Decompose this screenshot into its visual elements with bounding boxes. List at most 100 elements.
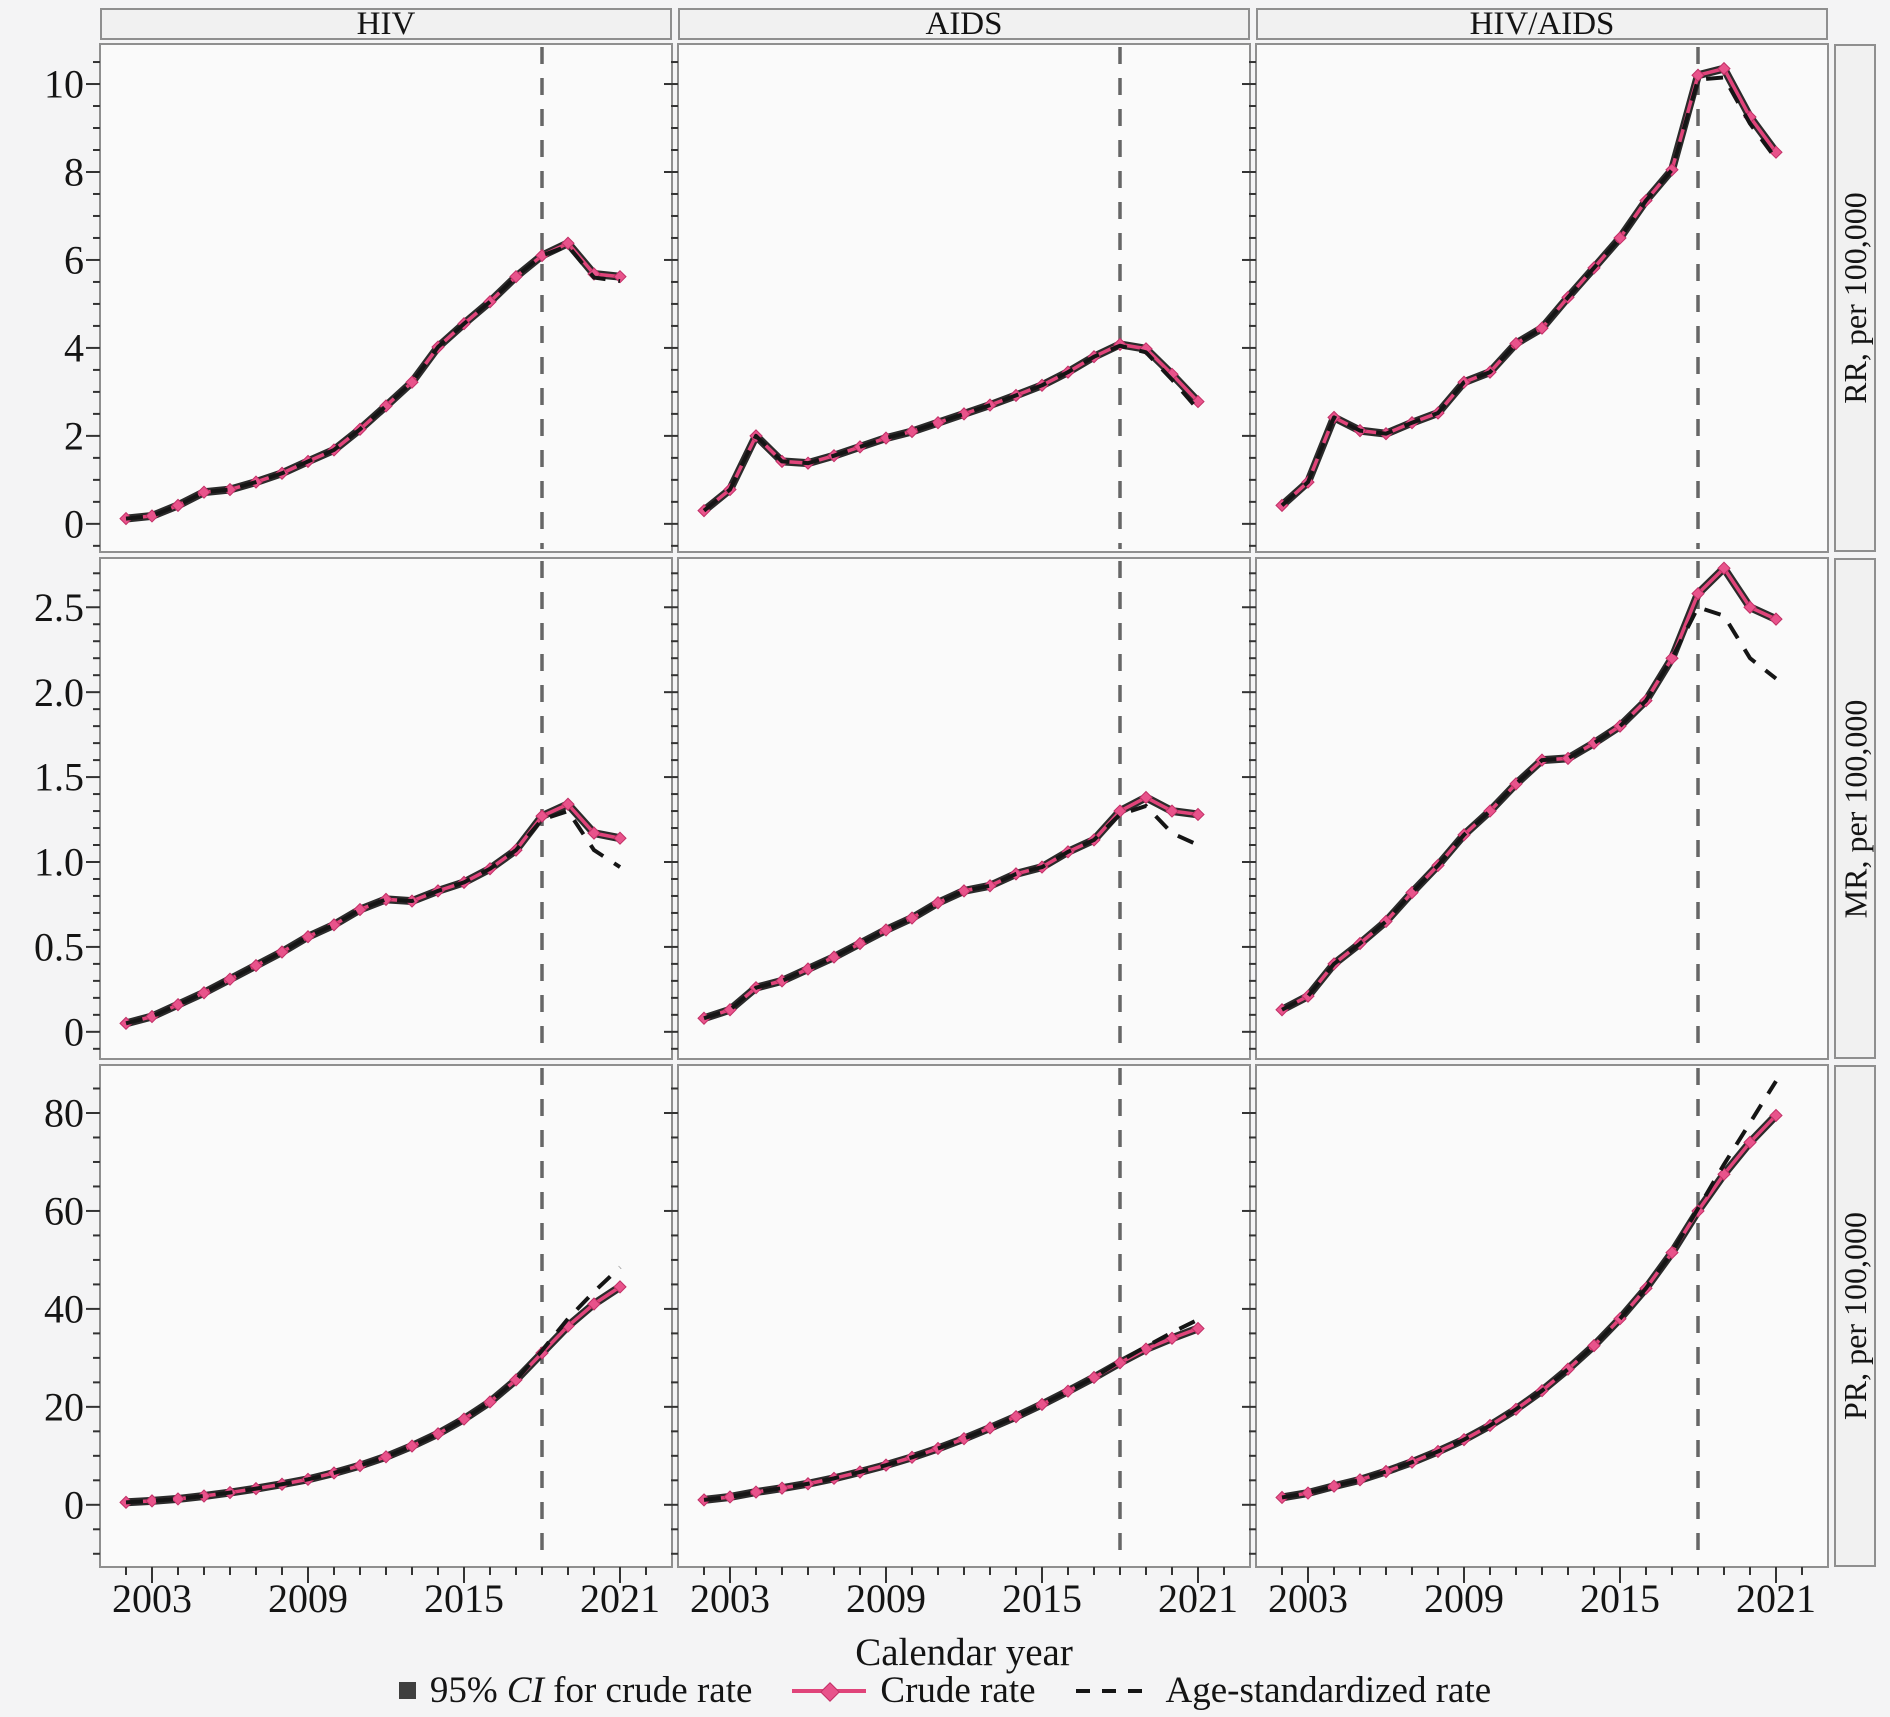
y-tick-label: 1.5: [34, 755, 84, 800]
y-tick-label: 0: [64, 501, 84, 546]
crude-rate-marker: [1035, 1397, 1049, 1412]
crude-rate-marker: [327, 918, 341, 932]
panel-series-pr-aids: [697, 1068, 1205, 1564]
y-axis-row-0: 0 2 4 6 8 10: [44, 61, 1256, 547]
crude-rate-marker: [223, 482, 237, 497]
legend-item-crude: Crude rate: [792, 1672, 1036, 1709]
crude-rate-marker: [171, 997, 185, 1012]
age-standardized-line: [1281, 605, 1778, 1012]
crude-rate-marker: [1587, 1338, 1601, 1353]
facet-header-hiv-aids-label: HIV/AIDS: [1469, 5, 1615, 42]
panel-1-2: [1255, 557, 1829, 1060]
panel-2-0: [99, 1064, 673, 1568]
crude-rate-marker: [1717, 61, 1731, 76]
panel-series-rr-hiv-aids: [1275, 47, 1783, 549]
crude-rate-marker: [171, 1492, 185, 1506]
crude-rate-marker: [1717, 1167, 1731, 1181]
y-tick-label: 2: [64, 413, 84, 458]
crude-rate-marker: [879, 923, 893, 937]
y-axis-row-1: 0 0.5 1.0 1.5 2.0 2.5: [34, 572, 1256, 1054]
y-axis-row-2: 0 20 40 60 80: [44, 1087, 1256, 1555]
crude-rate-marker: [587, 826, 601, 840]
y-tick-label: 4: [64, 326, 84, 371]
x-tick-label: 2003: [690, 1576, 770, 1621]
x-tick-label: 2015: [1580, 1576, 1660, 1621]
x-tick-label: 2015: [424, 1576, 504, 1621]
crude-rate-marker: [249, 958, 263, 973]
age-standardized-line: [703, 803, 1199, 1021]
row-strip-pr: PR, per 100,000: [1834, 1065, 1876, 1567]
crude-rate-marker: [905, 911, 919, 925]
age-standardized-line: [702, 343, 1200, 513]
y-tick-label: 60: [44, 1189, 84, 1234]
crude-rate-marker: [587, 1297, 601, 1311]
crude-rate-marker: [1009, 1409, 1023, 1424]
facet-header-hiv-label: HIV: [356, 5, 416, 42]
crude-rate-marker: [1769, 1108, 1783, 1123]
crude-rate-marker: [483, 295, 497, 309]
y-tick-label: 2.5: [34, 585, 84, 630]
crude-rate-marker: [775, 1481, 789, 1495]
crude-rate-marker: [457, 1412, 471, 1426]
x-tick-label: 2009: [846, 1576, 926, 1621]
y-tick-label: 6: [64, 238, 84, 283]
y-tick-label: 2.0: [34, 670, 84, 715]
panel-0-2: [1255, 43, 1829, 553]
crude-rate-marker: [1139, 790, 1153, 805]
y-tick-label: 80: [44, 1091, 84, 1136]
crude-rate-marker: [275, 945, 289, 959]
panel-2-1: [677, 1064, 1251, 1568]
crude-rate-marker: [1665, 1245, 1679, 1260]
ci-square-swatch-icon: [398, 1682, 416, 1699]
facet-header-hiv: HIV: [100, 5, 672, 42]
facet-header-aids-label: AIDS: [925, 5, 1003, 42]
crude-rate-marker: [749, 1485, 763, 1499]
crude-rate-marker: [1191, 807, 1205, 822]
crude-rate-marker: [1327, 1479, 1341, 1493]
crude-rate-marker: [613, 831, 627, 845]
panel-series-rr-hiv: [119, 47, 627, 549]
panel-1-0: [99, 557, 673, 1060]
crude-rate-marker: [1691, 68, 1705, 82]
crude-rate-marker: [613, 1280, 627, 1294]
crude-rate-marker: [1743, 600, 1757, 614]
crude-rate-marker: [1379, 1464, 1393, 1479]
crude-rate-marker: [197, 986, 211, 1000]
y-tick-label: 8: [64, 150, 84, 195]
legend-ci-label: 95% CI for crude rate: [429, 1670, 753, 1711]
crude-rate-marker: [483, 1395, 497, 1409]
panel-series-mr-hiv-aids: [1275, 561, 1783, 1056]
y-tick-label: 0: [64, 1482, 84, 1527]
crude-rate-marker: [613, 269, 627, 284]
crude-rate-marker: [1691, 586, 1705, 601]
age-standardized-line: [1281, 1080, 1778, 1500]
age-standardized-line: [1280, 75, 1778, 507]
row-strip-mr: MR, per 100,000: [1834, 558, 1876, 1059]
crude-rate-marker: [1561, 1362, 1575, 1376]
panel-0-1: [677, 43, 1251, 553]
crude-rate-marker: [931, 896, 945, 910]
legend-item-age: Age-standardized rate: [1075, 1672, 1491, 1709]
y-tick-label: 0.5: [34, 925, 84, 970]
crude-rate-marker: [171, 498, 185, 513]
crude-rate-marker: [853, 936, 867, 951]
x-tick-label: 2009: [268, 1576, 348, 1621]
crude-rate-marker: [983, 879, 997, 893]
y-tick-label: 40: [44, 1286, 84, 1331]
crude-line-diamond-swatch-icon: [792, 1681, 867, 1702]
x-tick-label: 2021: [1158, 1576, 1238, 1621]
panel-series-mr-aids: [697, 561, 1205, 1056]
crude-rate-marker: [561, 236, 575, 250]
x-axis: 2003 2009 2015 2021 2003 2009 2015 2021 2003 2009…: [112, 1567, 1816, 1621]
crude-rate-marker: [1717, 561, 1731, 575]
legend: 95% CI for crude rate Crude rate Age-sta…: [0, 1672, 1890, 1709]
y-tick-label: 20: [44, 1384, 84, 1429]
legend-item-ci: 95% CI for crude rate: [398, 1670, 753, 1711]
crude-rate-marker: [931, 415, 945, 430]
panel-series-rr-aids: [697, 47, 1205, 549]
crude-rate-marker: [379, 1450, 393, 1464]
panel-series-mr-hiv: [119, 561, 627, 1056]
x-tick-label: 2021: [1736, 1576, 1816, 1621]
crude-rate-marker: [1353, 1473, 1367, 1487]
crude-rate-marker: [431, 1427, 445, 1441]
